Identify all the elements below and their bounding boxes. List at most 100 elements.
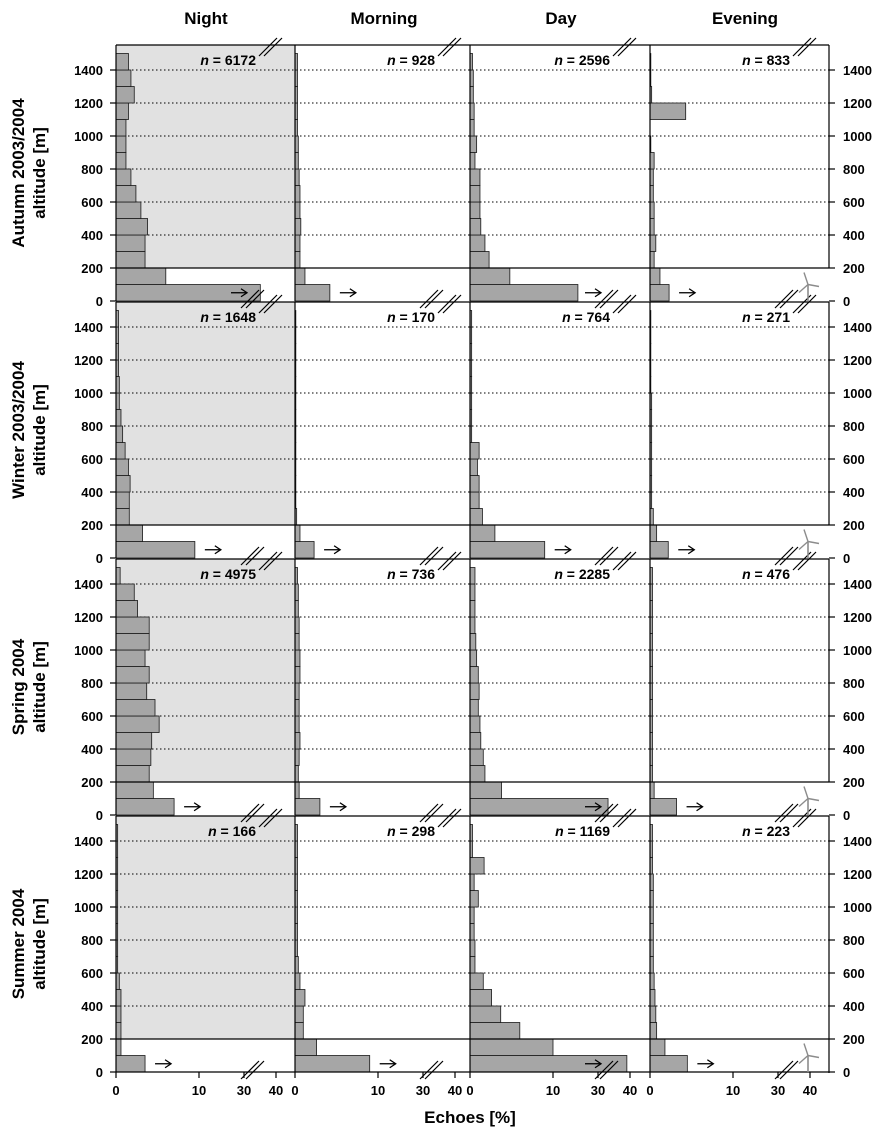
axis-break-mark [437,808,457,828]
bar [115,185,137,203]
right-arrow-icon [349,288,358,298]
sample-size-value: = 1169 [564,823,611,839]
bar [294,524,301,542]
bar [115,135,127,153]
bar [294,649,301,667]
bar [115,600,138,618]
bar [115,475,131,493]
bar [469,765,486,783]
wind-turbine-icon [798,1043,820,1065]
bar [115,732,153,750]
y-tick-label-left: 1200 [74,353,103,368]
y-tick-label-left: 600 [81,966,103,981]
y-tick-label-right: 1400 [843,63,872,78]
x-tick-label: 30 [237,1083,251,1098]
bar [469,682,480,700]
axis-break-mark [599,803,619,823]
bar [115,201,142,219]
bar [294,989,306,1007]
bar [294,748,300,766]
y-tick-label-left: 1400 [74,63,103,78]
sample-size-label: n = 2285 [554,566,610,582]
sample-size-value: = 6172 [209,52,256,68]
y-tick-label-left: 200 [81,1032,103,1047]
sample-size-value: = 4975 [209,566,256,582]
x-tick-label: 0 [291,1083,298,1098]
bar [115,53,129,71]
sample-size-label: n = 1648 [200,309,256,325]
sample-size-value: = 2285 [563,566,610,582]
axis-break-mark [774,1060,794,1080]
axis-break-mark [612,808,632,828]
bar [469,152,476,170]
right-arrow-icon [688,288,697,298]
x-tick-label: 40 [269,1083,283,1098]
sample-size-value: = 928 [396,52,436,68]
bar-series [115,53,688,1073]
bar [469,956,476,974]
bar [294,251,301,269]
axis-break-mark [779,1060,799,1080]
right-arrow-icon [333,545,342,555]
bar [115,168,132,186]
right-arrow-icon [687,545,696,555]
axis-break-mark [794,37,814,57]
y-tick-label-left: 1200 [74,96,103,111]
bar [115,234,146,252]
y-tick-label-left: 600 [81,452,103,467]
axis-break-mark [776,289,796,309]
bar [115,458,129,476]
axis-break-mark [258,551,278,571]
y-tick-label-left: 800 [81,162,103,177]
bar [649,524,658,542]
bar [469,923,475,941]
bar [294,781,300,799]
y-tick-label-left: 600 [81,709,103,724]
axis-break-mark [594,1060,614,1080]
bar [649,1038,666,1056]
axis-break-mark [612,551,632,571]
bar [469,939,476,957]
column-header: Day [545,9,577,28]
bar [115,102,129,120]
bar [294,267,306,285]
axis-break-mark [794,551,814,571]
sample-size-value: = 833 [751,52,791,68]
axis-break-mark [442,37,462,57]
x-axis-title: Echoes [%] [424,1108,516,1127]
sample-size-label: n = 476 [742,566,790,582]
y-tick-label-left: 0 [96,808,103,823]
season-label: Winter 2003/2004 [9,361,28,499]
bar [649,201,655,219]
y-tick-label-right: 400 [843,999,865,1014]
right-arrow-icon [706,1059,715,1069]
sample-size-label: n = 298 [387,823,435,839]
y-tick-label-right: 200 [843,261,865,276]
bar [115,442,126,460]
bar [294,218,302,236]
sample-size-label: n = 170 [387,309,435,325]
bar [649,218,655,236]
axis-break-mark [242,1060,262,1080]
bar [115,218,148,236]
bar [115,649,146,667]
sample-size-label: n = 166 [208,823,256,839]
y-axis-title: altitude [m] [30,898,49,990]
axis-break-mark [263,37,283,57]
bar [115,748,152,766]
bar [115,491,130,509]
axis-break-mark [437,551,457,571]
axis-break-mark [421,289,441,309]
y-tick-label-left: 200 [81,775,103,790]
sample-size-label: n = 223 [742,823,790,839]
bar [469,267,511,285]
wind-turbine-icon [798,272,820,294]
bar [649,251,655,269]
axis-break-mark [594,546,614,566]
right-arrow-icon [164,1059,173,1069]
axis-break-mark [617,37,637,57]
y-tick-label-right: 200 [843,518,865,533]
wind-turbine-icon [798,786,820,808]
y-tick-label-left: 800 [81,419,103,434]
y-tick-label-left: 800 [81,933,103,948]
